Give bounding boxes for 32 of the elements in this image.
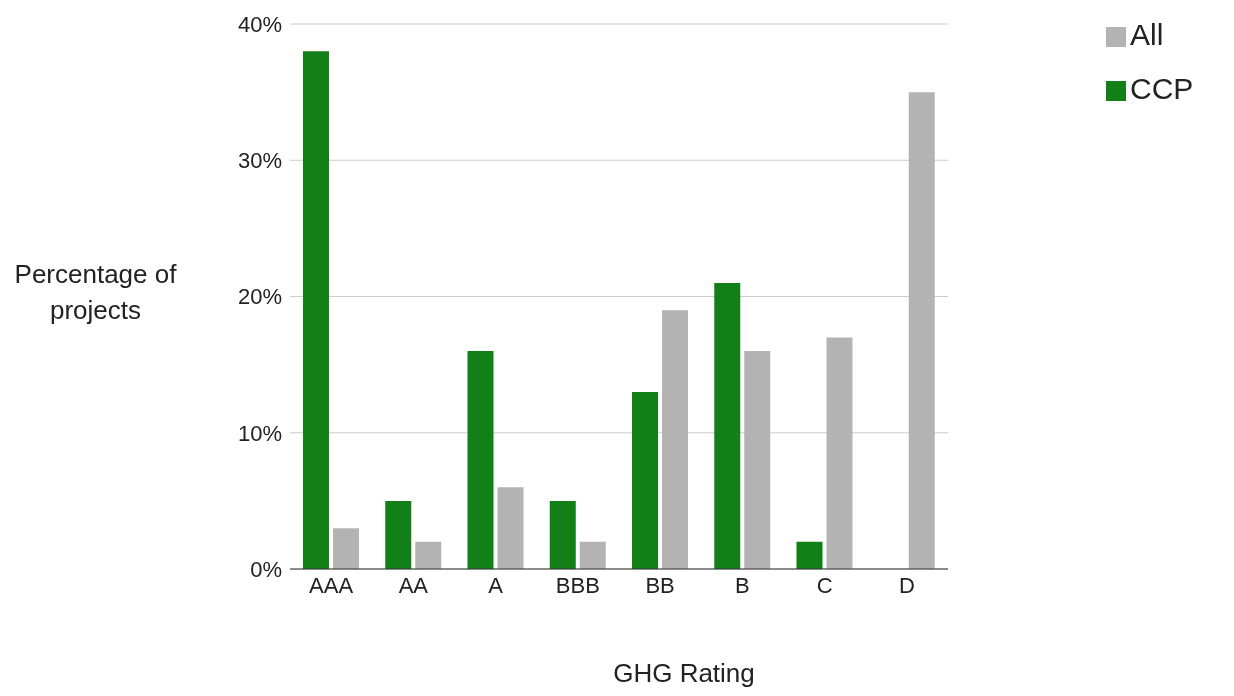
legend-label: CCP [1130, 72, 1194, 105]
bar [385, 500, 412, 569]
bar [908, 92, 935, 569]
x-tick-label: B [735, 572, 750, 598]
bar [549, 500, 576, 569]
bar [579, 541, 606, 569]
bar [303, 51, 329, 569]
bar [632, 391, 658, 569]
y-tick-label: 0% [250, 556, 282, 582]
bar [826, 337, 853, 569]
x-tick-label: BB [645, 572, 675, 598]
legend-label: All [1130, 18, 1164, 51]
bar [497, 487, 524, 569]
x-tick-label: A [488, 572, 504, 598]
x-tick-label: D [898, 572, 915, 598]
y-tick-label: 20% [237, 284, 282, 310]
x-axis-title: GHG Rating [612, 658, 756, 689]
y-axis-title: Percentage of projects [13, 258, 178, 327]
bar [415, 541, 442, 569]
bar [714, 282, 741, 569]
x-tick-label: AA [398, 572, 429, 598]
x-tick-label: C [816, 572, 833, 598]
bar [467, 351, 494, 569]
x-tick-label: AAA [309, 572, 354, 598]
bar [333, 528, 359, 569]
bar [744, 351, 771, 569]
y-tick-label: 10% [237, 420, 282, 446]
bar [662, 310, 688, 569]
bar [796, 541, 823, 569]
x-tick-label: BBB [555, 572, 600, 598]
y-tick-label: 40% [237, 11, 282, 37]
y-tick-label: 30% [237, 148, 282, 174]
